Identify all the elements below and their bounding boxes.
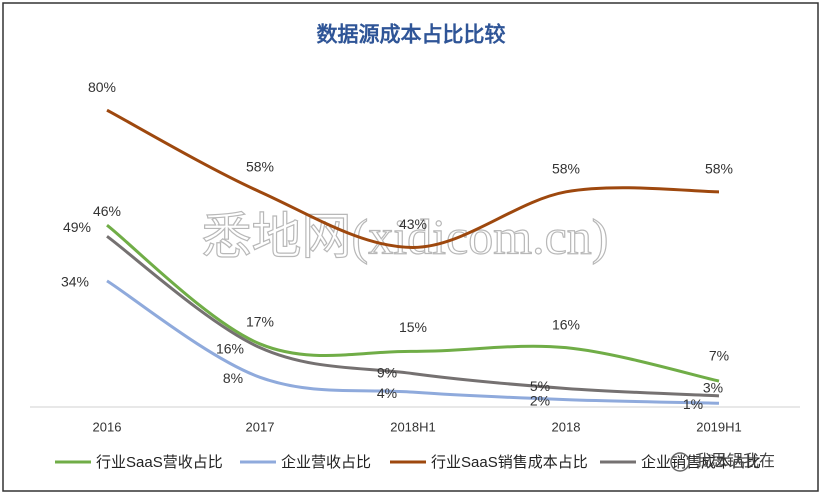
data-label: 49% xyxy=(63,219,91,235)
data-label: 80% xyxy=(88,79,116,95)
legend-label: 企业销售成本占比 xyxy=(641,453,761,471)
series-line xyxy=(106,224,720,383)
series-line xyxy=(106,108,720,249)
data-label: 58% xyxy=(552,161,580,177)
watermark-logo xyxy=(670,452,690,472)
data-label: 5% xyxy=(530,378,550,394)
legend-label: 行业SaaS销售成本占比 xyxy=(431,454,588,471)
chart-title: 数据源成本占比比较 xyxy=(317,23,506,47)
data-label: 58% xyxy=(246,159,274,175)
x-tick-label: 2018H1 xyxy=(390,419,436,434)
data-label: 1% xyxy=(683,396,703,412)
data-label: 9% xyxy=(377,364,397,380)
series-line xyxy=(106,235,720,398)
plot-area: 2016 2017 2018H1 2018 2019H1 49% 17% 15% 16% 7% 34… xyxy=(61,79,742,435)
data-label: 15% xyxy=(399,319,427,335)
series-line xyxy=(106,279,720,405)
data-label: 2% xyxy=(530,392,550,408)
legend-label: 行业SaaS营收占比 xyxy=(96,454,223,471)
watermark-text: 我思锅我在 xyxy=(695,452,775,470)
data-label: 58% xyxy=(705,161,733,177)
data-label: 43% xyxy=(399,216,427,232)
x-tick-label: 2018 xyxy=(552,419,581,434)
data-label: 7% xyxy=(709,348,729,364)
data-label: 17% xyxy=(246,314,274,330)
legend: 行业SaaS营收占比 企业营收占比 行业SaaS销售成本占比 企业销售成本占比 xyxy=(55,453,761,471)
data-label: 46% xyxy=(93,203,121,219)
data-label: 16% xyxy=(216,340,244,356)
data-label: 34% xyxy=(61,274,89,290)
legend-label: 企业营收占比 xyxy=(281,453,371,471)
x-tick-label: 2019H1 xyxy=(696,419,742,434)
data-label: 16% xyxy=(552,316,580,332)
data-label: 3% xyxy=(703,380,723,396)
data-label: 4% xyxy=(377,385,397,401)
watermark: 悉地网(xidicom.cn) xyxy=(202,208,609,264)
x-tick-label: 2016 xyxy=(93,419,122,434)
x-tick-label: 2017 xyxy=(246,419,275,434)
data-label: 8% xyxy=(223,370,243,386)
